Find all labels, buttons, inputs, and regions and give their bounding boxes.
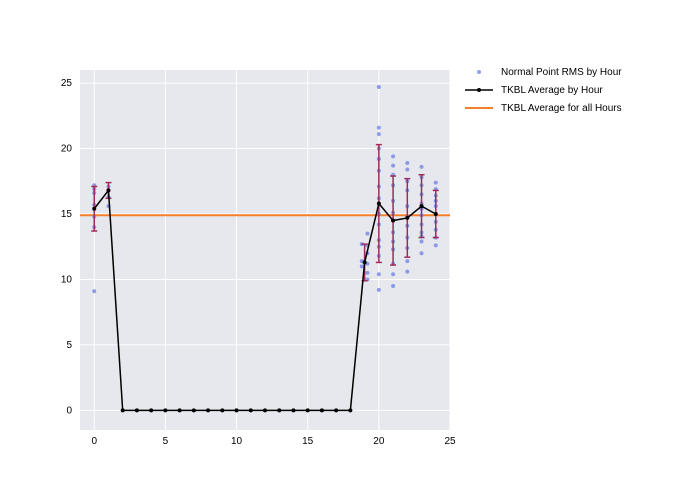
scatter-point (391, 272, 395, 276)
legend-line-marker-icon (477, 88, 481, 92)
y-tick-label: 0 (66, 405, 72, 416)
y-tick-label: 25 (61, 78, 73, 89)
x-tick-label: 10 (231, 436, 243, 447)
y-tick-label: 15 (61, 209, 73, 220)
scatter-point (391, 284, 395, 288)
scatter-point (377, 288, 381, 292)
x-tick-label: 5 (163, 436, 169, 447)
scatter-point (420, 165, 424, 169)
chart-container: 0 5 10 15 20 25 0 5 10 15 20 25 Normal Point RMS by … (0, 0, 700, 500)
legend-label: TKBL Average by Hour (501, 85, 603, 96)
scatter-point (420, 239, 424, 243)
scatter-point (391, 154, 395, 158)
scatter-point (377, 272, 381, 276)
scatter-point (365, 271, 369, 275)
scatter-point (434, 243, 438, 247)
x-tick-label: 25 (444, 436, 456, 447)
scatter-point (405, 161, 409, 165)
scatter-point (360, 264, 364, 268)
scatter-point (405, 167, 409, 171)
x-tick-label: 0 (91, 436, 97, 447)
chart-svg: 0 5 10 15 20 25 0 5 10 15 20 25 Normal Point RMS by … (0, 0, 700, 500)
scatter-point (434, 181, 438, 185)
y-tick-label: 10 (61, 274, 73, 285)
x-tick-label: 15 (302, 436, 314, 447)
scatter-point (365, 232, 369, 236)
scatter-point (377, 85, 381, 89)
scatter-point (92, 289, 96, 293)
y-tick-label: 20 (61, 144, 73, 155)
scatter-point (377, 132, 381, 136)
scatter-point (420, 251, 424, 255)
scatter-point (405, 259, 409, 263)
scatter-point (405, 270, 409, 274)
scatter-point (391, 164, 395, 168)
scatter-point (377, 126, 381, 130)
legend-label: Normal Point RMS by Hour (501, 67, 622, 78)
legend-label: TKBL Average for all Hours (501, 103, 622, 114)
x-tick-label: 20 (373, 436, 385, 447)
legend-scatter-icon (477, 70, 481, 74)
y-tick-label: 5 (66, 340, 72, 351)
